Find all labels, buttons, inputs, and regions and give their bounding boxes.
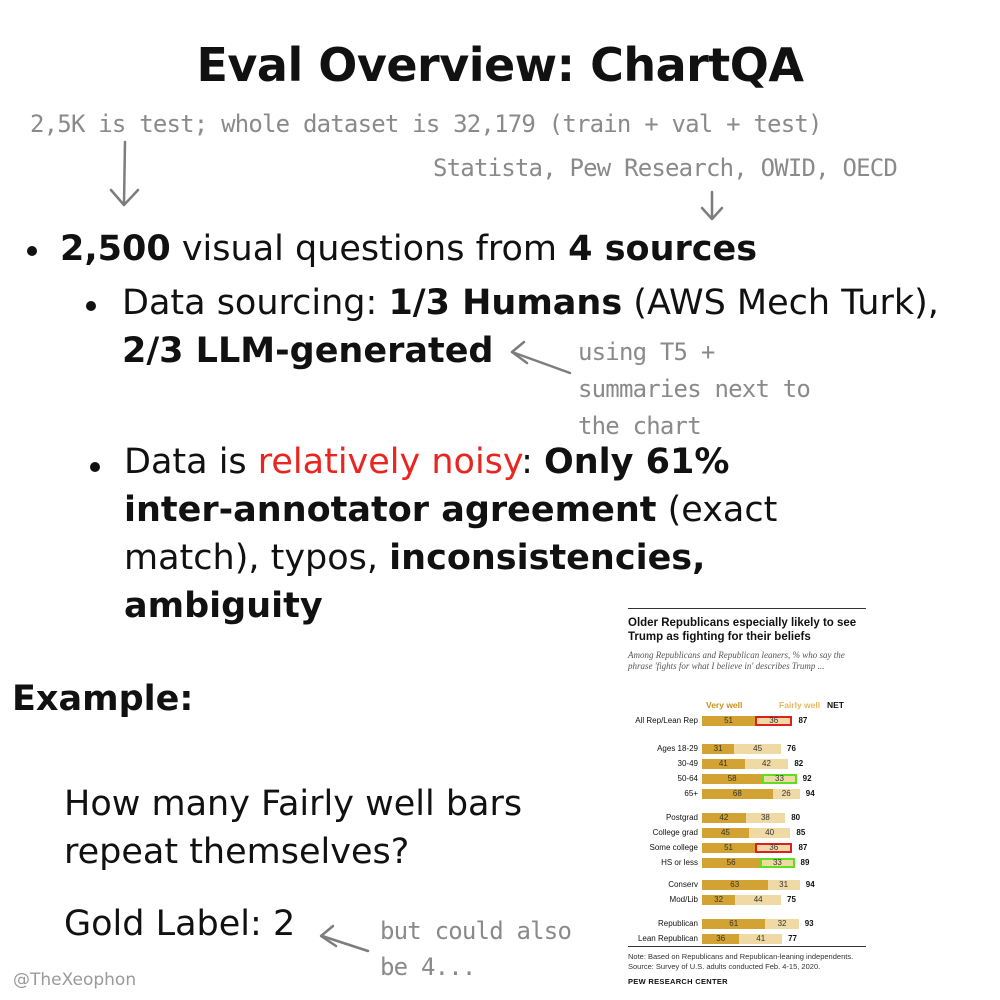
bullet-dot-icon [27, 243, 37, 261]
bar-very-well: 51 [702, 716, 756, 726]
chart-title: Older Republicans especially likely to s… [628, 617, 857, 643]
bar-fairly-well: 45 [734, 744, 782, 754]
bar-very-well: 42 [702, 813, 746, 823]
arrow-down-icon [122, 140, 127, 206]
chart-row: Republican 61 32 93 [622, 917, 868, 930]
chart-row: 65+ 68 26 94 [622, 787, 868, 800]
net-value: 85 [796, 828, 806, 837]
bar-fairly-well: 40 [748, 828, 791, 838]
author-handle: @TheXeophon [13, 970, 137, 990]
bar-very-well: 61 [702, 919, 766, 929]
row-label: Republican [657, 919, 698, 928]
row-label: 65+ [684, 789, 698, 798]
bar-very-well: 63 [702, 880, 768, 890]
legend-net: NET [827, 700, 844, 710]
arrow-left-icon [510, 350, 572, 375]
chart-row: Ages 18-29 31 45 76 [622, 742, 868, 755]
chart-row: 50-64 58 33 92 [622, 772, 868, 785]
bar-fairly-well: 26 [772, 789, 800, 799]
net-value: 82 [794, 759, 804, 768]
net-value: 89 [800, 858, 810, 867]
bar-very-well: 51 [702, 843, 756, 853]
bar-very-well: 32 [702, 895, 736, 905]
slide-title: Eval Overview: ChartQA [196, 38, 805, 92]
test-size-annotation: 2,5K is test; whole dataset is 32,179 (t… [30, 110, 822, 138]
row-label: All Rep/Lean Rep [635, 716, 698, 725]
row-label: Ages 18-29 [657, 744, 698, 753]
net-value: 93 [804, 919, 814, 928]
bar-very-well: 31 [702, 744, 735, 754]
gold-label: Gold Label: 2 [64, 904, 296, 944]
row-label: Conserv [668, 880, 698, 889]
bar-very-well: 58 [702, 774, 763, 784]
net-value: 94 [805, 880, 815, 889]
bar-fairly-well: 33 [762, 774, 797, 784]
chart-row: Some college 51 36 87 [622, 841, 868, 854]
bar-very-well: 45 [702, 828, 749, 838]
chart-row: College grad 45 40 85 [622, 826, 868, 839]
chart-note: Note: Based on Republicans and Republica… [628, 952, 854, 971]
row-label: 30-49 [677, 759, 698, 768]
example-heading: Example: [12, 679, 194, 719]
net-value: 75 [787, 895, 796, 904]
noisy-highlight: relatively noisy [257, 442, 522, 482]
bar-fairly-well: 38 [745, 813, 786, 823]
bar-fairly-well: 32 [765, 919, 799, 929]
net-value: 76 [787, 744, 796, 753]
example-chart: Older Republicans especially likely to s… [622, 606, 868, 996]
gold-annotation: but could also be 4... [380, 917, 572, 981]
chart-row: Lean Republican 36 41 77 [622, 932, 868, 945]
net-value: 87 [798, 716, 808, 725]
sources-annotation: Statista, Pew Research, OWID, OECD [433, 154, 898, 182]
bar-fairly-well: 41 [739, 934, 783, 944]
net-value: 92 [802, 774, 812, 783]
bullet-dot-icon [90, 459, 100, 477]
net-value: 80 [791, 813, 801, 822]
bar-very-well: 41 [702, 759, 745, 769]
llm-annotation: using T5 + summaries next to the chart [578, 338, 811, 440]
bar-fairly-well: 36 [755, 843, 793, 853]
bar-fairly-well: 31 [767, 880, 800, 890]
legend-fairly-well: Fairly well [779, 700, 821, 710]
row-label: HS or less [661, 858, 698, 867]
bar-very-well: 68 [702, 789, 773, 799]
net-value: 87 [798, 843, 808, 852]
chart-subtitle: Among Republicans and Republican leaners… [628, 650, 845, 671]
chart-row: Postgrad 42 38 80 [622, 811, 868, 824]
row-label: Some college [649, 843, 698, 852]
chart-row: 30-49 41 42 82 [622, 757, 868, 770]
net-value: 94 [805, 789, 815, 798]
row-label: Postgrad [665, 813, 698, 822]
bullet-sources: 2,500 visual questions from 4 sources [60, 229, 758, 269]
bar-very-well: 36 [702, 934, 740, 944]
chart-row: Conserv 63 31 94 [622, 878, 868, 891]
bar-very-well: 56 [702, 858, 761, 868]
bullet-data-sourcing-line2: 2/3 LLM-generated [122, 331, 494, 371]
bar-fairly-well: 36 [755, 716, 793, 726]
chart-top-rule [628, 608, 866, 609]
chart-brand: PEW RESEARCH CENTER [628, 977, 728, 986]
example-question: How many Fairly well bars repeat themsel… [64, 784, 523, 872]
row-label: College grad [652, 828, 698, 837]
row-label: 50-64 [677, 774, 698, 783]
arrow-left-gold-icon [320, 934, 370, 953]
net-value: 77 [788, 934, 797, 943]
row-label: Lean Republican [637, 934, 698, 943]
bullet-data-sourcing: Data sourcing: 1/3 Humans (AWS Mech Turk… [122, 283, 939, 323]
row-label: Mod/Lib [669, 895, 698, 904]
chart-row: Mod/Lib 32 44 75 [622, 893, 868, 906]
chart-bottom-rule [628, 946, 866, 947]
chart-row: All Rep/Lean Rep 51 36 87 [622, 714, 868, 727]
bar-fairly-well: 42 [744, 759, 789, 769]
bar-fairly-well: 44 [735, 895, 782, 905]
bullet-dot-icon [86, 298, 96, 316]
legend-very-well: Very well [706, 700, 743, 710]
bar-fairly-well: 33 [760, 858, 795, 868]
chart-row: HS or less 56 33 89 [622, 856, 868, 869]
bullet-noisy: Data is relatively noisy: Only 61% inter… [124, 442, 778, 626]
